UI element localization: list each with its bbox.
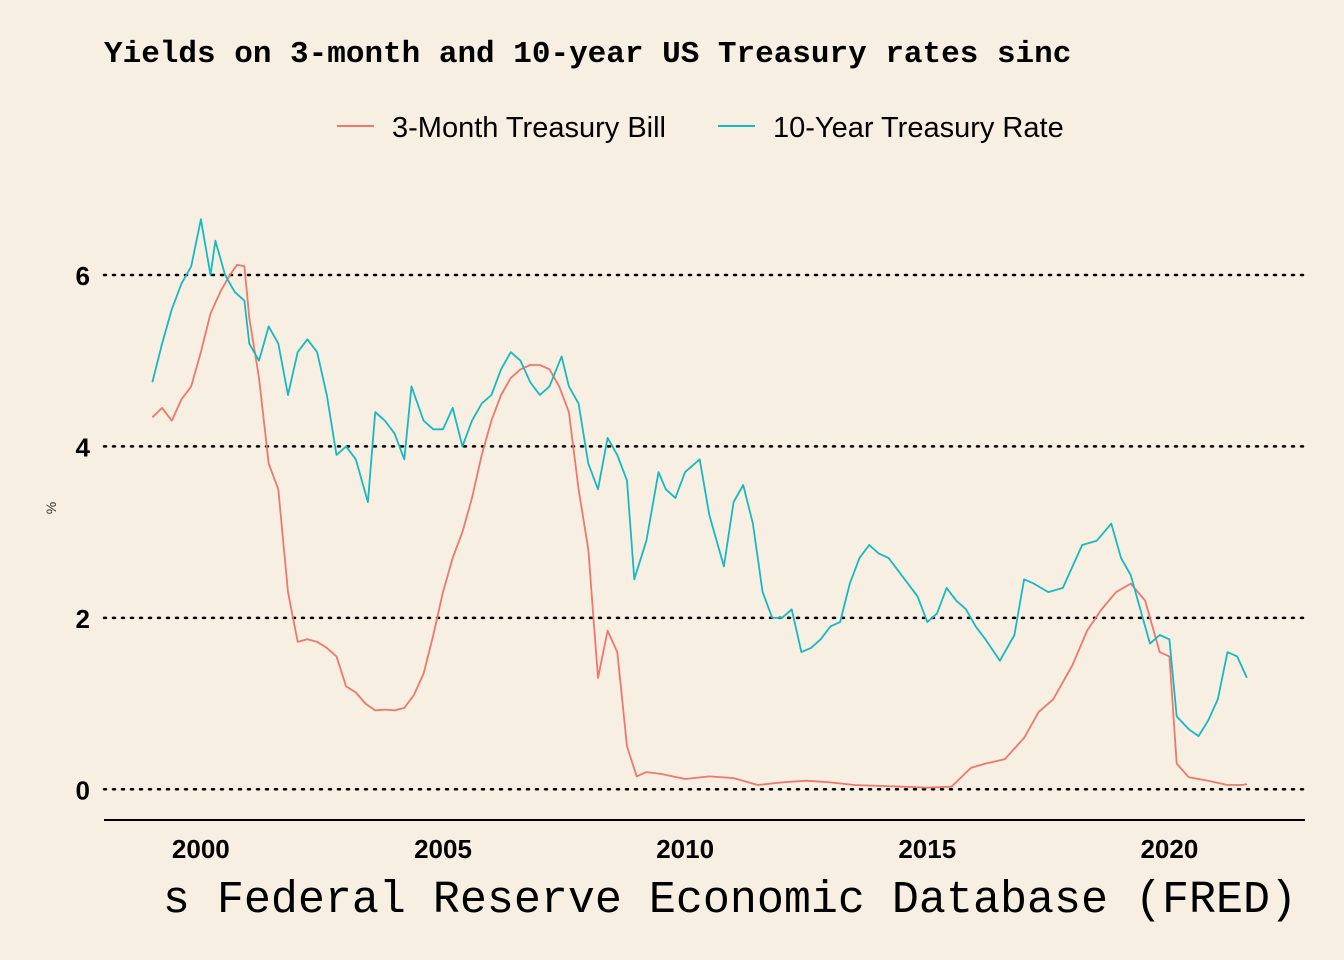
series-line-3-month-treasury-bill bbox=[151, 263, 1248, 789]
series-line-10-year-treasury-rate bbox=[151, 218, 1248, 737]
y-axis-label: % bbox=[43, 502, 59, 514]
x-tick-label-2015: 2015 bbox=[898, 834, 956, 864]
legend-label-10-year: 10-Year Treasury Rate bbox=[773, 112, 1064, 144]
chart-title: Yields on 3-month and 10-year US Treasur… bbox=[104, 37, 1071, 72]
x-tick-label-2005: 2005 bbox=[414, 834, 472, 864]
y-tick-label-2: 2 bbox=[76, 604, 90, 634]
y-tick-label-4: 4 bbox=[76, 432, 91, 462]
y-tick-label-6: 6 bbox=[76, 261, 90, 291]
gridlines bbox=[102, 273, 1307, 791]
x-tick-label-2000: 2000 bbox=[172, 834, 230, 864]
x-axis-ticks: 2000 2005 2010 2015 2020 bbox=[172, 834, 1198, 864]
legend: 3-Month Treasury Bill 10-Year Treasury R… bbox=[337, 112, 1064, 144]
y-tick-label-0: 0 bbox=[76, 775, 90, 805]
x-tick-label-2010: 2010 bbox=[656, 834, 714, 864]
legend-label-3-month: 3-Month Treasury Bill bbox=[392, 112, 666, 144]
x-tick-label-2020: 2020 bbox=[1140, 834, 1198, 864]
series-lines bbox=[151, 218, 1248, 789]
y-axis-ticks: 0 2 4 6 bbox=[76, 261, 91, 805]
chart-caption: s Federal Reserve Economic Database (FRE… bbox=[163, 875, 1297, 926]
